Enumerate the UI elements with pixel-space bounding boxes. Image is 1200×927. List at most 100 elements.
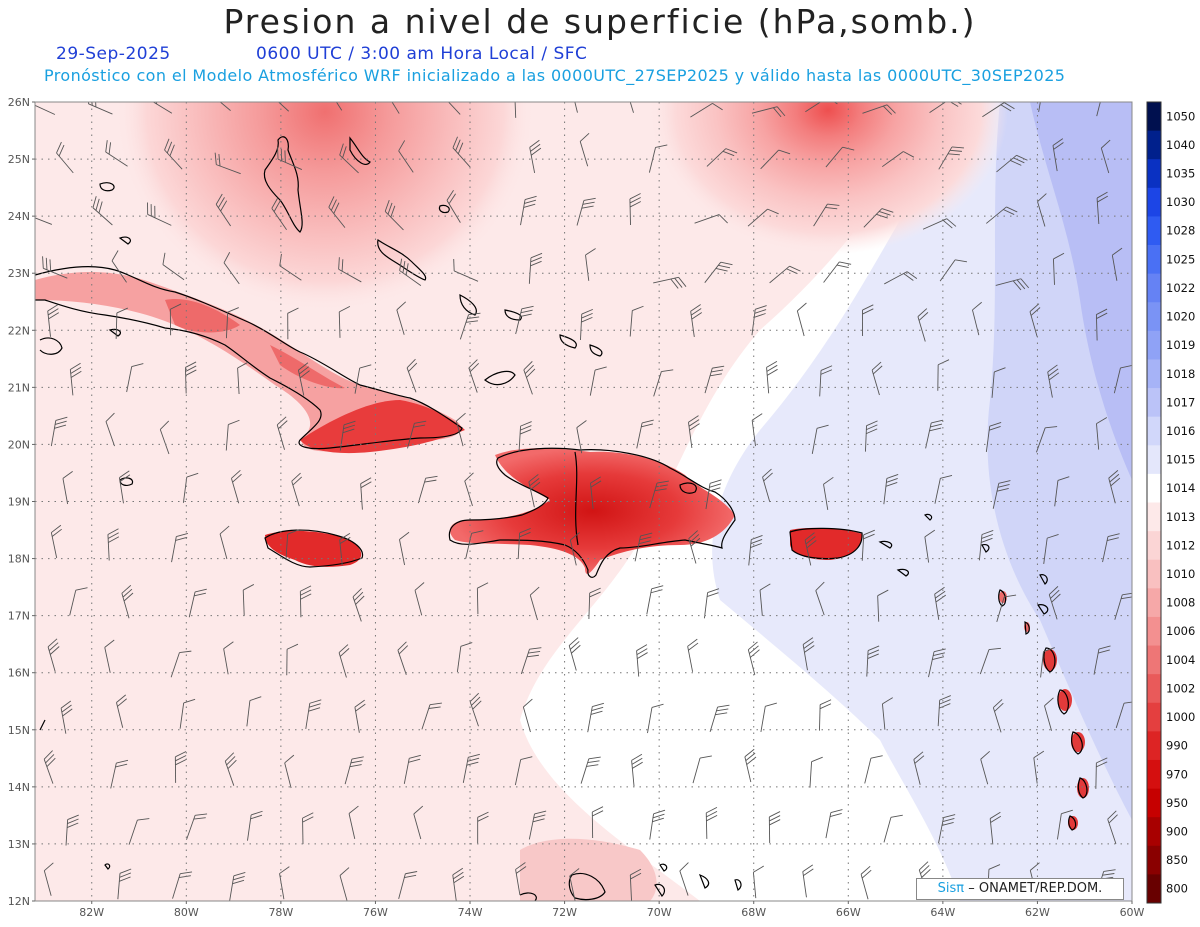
wind-barb: [111, 250, 127, 283]
wind-barb: [883, 814, 903, 843]
colorbar-label: 1004: [1166, 653, 1195, 667]
wind-barb: [399, 531, 410, 566]
wind-barb: [179, 698, 196, 729]
lon-label: 60W: [1120, 906, 1145, 919]
colorbar-swatch: [1147, 302, 1161, 332]
wind-barb: [164, 138, 183, 170]
cuba-coastline: [35, 266, 463, 450]
wind-barb: [1047, 364, 1060, 398]
lat-label: 22N: [8, 324, 30, 337]
lat-label: 24N: [8, 210, 30, 223]
wind-barb: [285, 529, 299, 561]
colorbar-label: 1012: [1166, 538, 1195, 552]
puerto-rico-coastline: [789, 527, 863, 560]
wind-barb: [881, 697, 893, 730]
wind-barb: [284, 754, 295, 789]
wind-barb: [1044, 697, 1054, 731]
colorbar-label: 1010: [1166, 567, 1195, 581]
wind-barb: [339, 143, 359, 174]
wind-barb: [989, 811, 1002, 845]
wind-barb: [649, 480, 669, 509]
wind-barb: [414, 582, 425, 616]
wind-barb: [1056, 809, 1073, 840]
wind-barb: [1052, 138, 1064, 172]
lat-label: 26N: [8, 96, 30, 109]
colorbar-swatch: [1147, 731, 1161, 761]
wind-barb: [69, 362, 82, 396]
wind-barb: [646, 585, 664, 615]
wind-barb: [459, 312, 481, 340]
wind-barb: [938, 814, 956, 844]
wind-barb: [768, 811, 781, 843]
wind-barb: [476, 582, 489, 615]
colorbar-swatch: [1147, 102, 1161, 132]
colorbar-label: 1017: [1166, 395, 1195, 409]
wind-barb: [188, 588, 207, 618]
colorbar-label: 1006: [1166, 624, 1195, 638]
wind-barb: [397, 641, 409, 675]
model-info: Pronóstico con el Modelo Atmosférico WRF…: [44, 66, 1066, 85]
wind-barb: [760, 702, 777, 733]
wind-barb: [224, 752, 237, 786]
wind-barb: [528, 474, 541, 508]
colorbar-label: 970: [1166, 767, 1188, 781]
wind-barb: [636, 419, 654, 449]
wind-barb: [169, 303, 182, 336]
wind-barb: [629, 305, 644, 337]
wind-barb: [929, 102, 962, 113]
lat-label: 13N: [8, 838, 30, 851]
wind-barb: [529, 139, 542, 174]
wind-barb: [766, 360, 778, 394]
wind-barb: [825, 809, 843, 839]
colorbar-label: 1018: [1166, 367, 1195, 381]
low-pressure-center-east: [648, 102, 1008, 255]
wind-barb: [417, 475, 438, 504]
wind-barb: [453, 258, 479, 282]
lon-label: 64W: [930, 906, 955, 919]
wind-barb: [1038, 102, 1041, 112]
wind-barb: [118, 470, 131, 504]
wind-barb: [747, 208, 779, 227]
wind-barb: [452, 867, 465, 901]
wind-barb: [403, 754, 421, 784]
wind-barb: [928, 648, 946, 678]
wind-barb: [591, 806, 604, 839]
longitude-labels: 82W 80W 78W 76W 74W 72W 70W 68W 66W 64W 62W 60W: [79, 901, 1145, 919]
wind-barb: [291, 472, 303, 507]
colorbar-label: 1019: [1166, 338, 1195, 352]
wind-barb: [60, 700, 73, 734]
lat-label: 15N: [8, 724, 30, 737]
wind-barb: [938, 146, 964, 170]
wind-barb: [514, 102, 517, 118]
wind-barb: [92, 196, 113, 226]
colorbar-label: 1016: [1166, 424, 1195, 438]
wind-barb: [881, 151, 915, 168]
wind-barb: [1036, 426, 1058, 453]
wind-barbs: [35, 102, 1132, 901]
wind-barb: [709, 704, 730, 733]
wind-barb: [706, 148, 738, 167]
wind-barb: [171, 532, 188, 563]
wind-barb: [384, 199, 404, 231]
colorbar-swatch: [1147, 473, 1161, 503]
colorbar-swatch: [1147, 187, 1161, 217]
lon-label: 68W: [741, 906, 766, 919]
lat-label: 19N: [8, 496, 30, 509]
wind-barb: [590, 476, 602, 510]
wind-barb: [391, 102, 400, 114]
wind-barb: [823, 476, 834, 510]
wind-barb: [863, 208, 894, 228]
wind-barb: [147, 202, 172, 226]
wind-barb: [751, 305, 767, 336]
wind-barb: [398, 871, 418, 899]
wind-barb: [174, 751, 187, 783]
colorbar-swatch: [1147, 216, 1161, 246]
wind-barb: [866, 645, 880, 677]
colorbar-swatch: [1147, 445, 1161, 475]
wind-barb: [159, 420, 170, 455]
wind-barb: [338, 257, 362, 283]
wind-barb: [1114, 592, 1132, 620]
wind-barb: [629, 102, 634, 113]
wind-barb: [47, 304, 60, 337]
wind-barb: [569, 532, 580, 566]
